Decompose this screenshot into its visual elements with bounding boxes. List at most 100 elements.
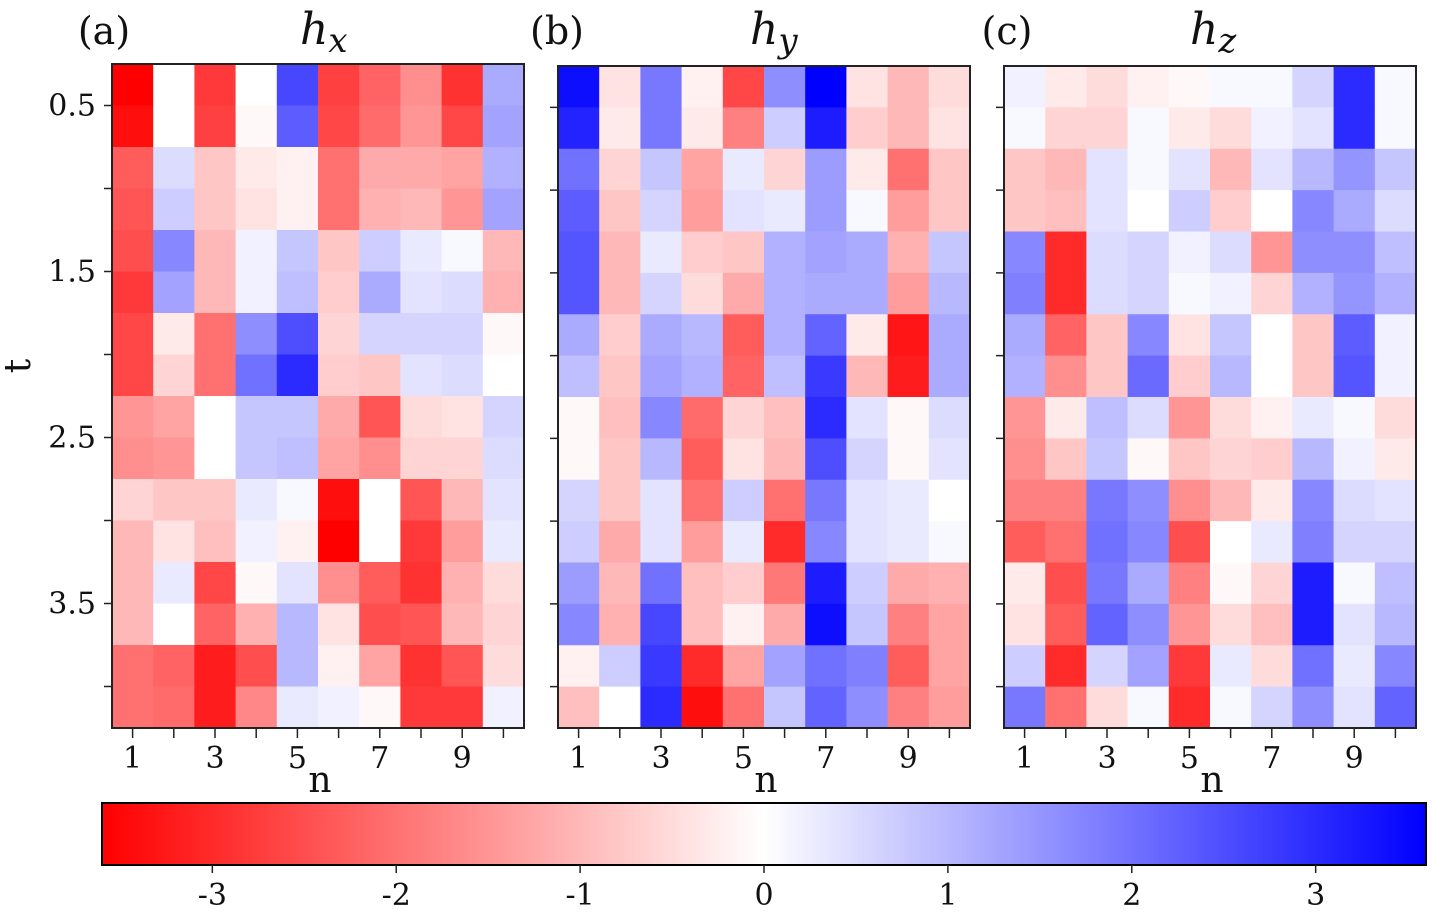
heatmap-cell (1127, 562, 1170, 605)
heatmap-cell (928, 148, 971, 191)
heatmap-cell (153, 230, 195, 273)
heatmap-cell (318, 354, 360, 397)
heatmap-cell (112, 562, 154, 605)
heatmap-cell (318, 105, 360, 148)
heatmap-cell (482, 396, 525, 439)
heatmap-cell (1292, 107, 1335, 150)
heatmap-cell (599, 521, 641, 564)
heatmap-cell (1374, 107, 1417, 150)
heatmap-cell (640, 107, 683, 150)
heatmap-cell (599, 148, 641, 191)
heatmap-cell (599, 438, 641, 481)
heatmap-cell (887, 272, 930, 315)
heatmap-cell (318, 479, 360, 522)
heatmap-cell (153, 520, 195, 563)
heatmap-cell (194, 479, 237, 522)
heatmap-cell (887, 231, 930, 274)
heatmap-cell (722, 355, 765, 398)
heatmap-cell (1086, 107, 1129, 150)
heatmap-cell (805, 272, 847, 315)
heatmap-cell (1292, 686, 1335, 729)
heatmap-cell (153, 686, 195, 729)
heatmap-cell (1374, 148, 1417, 191)
heatmap-cell (558, 148, 600, 191)
heatmap-cell (558, 603, 600, 646)
heatmap-cell (1086, 190, 1129, 233)
colorbar-tick-label: 3 (1306, 878, 1325, 913)
heatmap-cell (887, 190, 930, 233)
heatmap-cell (640, 148, 683, 191)
heatmap-cell (1333, 521, 1376, 564)
heatmap-cell (722, 231, 765, 274)
x-tick-label: 9 (899, 741, 918, 776)
heatmap-cell (441, 230, 484, 273)
heatmap-cell (764, 562, 806, 605)
heatmap-cell (1374, 190, 1417, 233)
heatmap-cell (1045, 190, 1087, 233)
heatmap-cell (1210, 521, 1252, 564)
heatmap-cell (805, 686, 847, 729)
heatmap-cell (318, 230, 360, 273)
heatmap-cell (400, 686, 443, 729)
x-tick-label: 1 (1015, 741, 1034, 776)
heatmap-cell (235, 64, 278, 107)
heatmap-cell (1333, 397, 1376, 439)
heatmap-cell (599, 479, 641, 522)
heatmap-cell (681, 107, 724, 150)
heatmap-cell (1168, 272, 1211, 315)
heatmap-cell (558, 355, 600, 398)
heatmap-cell (482, 603, 525, 646)
panel-frame (557, 65, 971, 729)
heatmap-cell (928, 521, 971, 564)
heatmap-cell (482, 437, 525, 480)
heatmap-cell (1004, 562, 1046, 605)
heatmap-cell (764, 314, 806, 357)
panel-title-subscript: y (776, 21, 798, 61)
heatmap-cell (722, 190, 765, 233)
heatmap-cell (640, 645, 683, 688)
heatmap-cell (1086, 272, 1129, 315)
heatmap-cell (805, 479, 847, 522)
heatmap-cell (400, 437, 443, 480)
panel-title: hz (1190, 4, 1237, 61)
heatmap-cell (1004, 107, 1046, 150)
heatmap-cell (441, 147, 484, 190)
heatmap-cell (1127, 397, 1170, 439)
heatmap-cell (846, 562, 889, 605)
heatmap-cell (1086, 355, 1129, 398)
panel-title-base: h (300, 4, 328, 55)
heatmap-cell (1004, 645, 1046, 688)
heatmap-cell (764, 231, 806, 274)
heatmap-cell (112, 105, 154, 148)
heatmap-cell (318, 603, 360, 646)
heatmap-cell (153, 147, 195, 190)
heatmap-cell (1045, 148, 1087, 191)
heatmap-cell (1127, 645, 1170, 688)
heatmap-cell (1374, 686, 1417, 729)
heatmap-cell (194, 686, 237, 729)
heatmap-cell (1251, 438, 1293, 481)
heatmap-cell (558, 562, 600, 605)
heatmap-cell (1210, 562, 1252, 605)
heatmap-cell (1045, 314, 1087, 357)
heatmap-cell (887, 148, 930, 191)
heatmap-cell (1168, 107, 1211, 150)
x-tick-label: 7 (370, 741, 389, 776)
heatmap-cell (276, 230, 319, 273)
heatmap-cell (1210, 438, 1252, 481)
heatmap-cell (1168, 190, 1211, 233)
colorbar-tick-label: 0 (754, 878, 773, 913)
colorbar: -3 -2 -1 0 1 2 3 (101, 802, 1427, 913)
heatmap-cell (1004, 603, 1046, 646)
heatmap-cell (805, 148, 847, 191)
heatmap-cell (764, 66, 806, 108)
heatmap-cell (235, 479, 278, 522)
heatmap-cell (722, 272, 765, 315)
heatmap-cell (482, 230, 525, 273)
heatmap-cell (112, 354, 154, 397)
heatmap-cell (153, 396, 195, 439)
heatmap-cell (400, 230, 443, 273)
heatmap-cell (1086, 686, 1129, 729)
heatmap-cell (359, 188, 401, 231)
